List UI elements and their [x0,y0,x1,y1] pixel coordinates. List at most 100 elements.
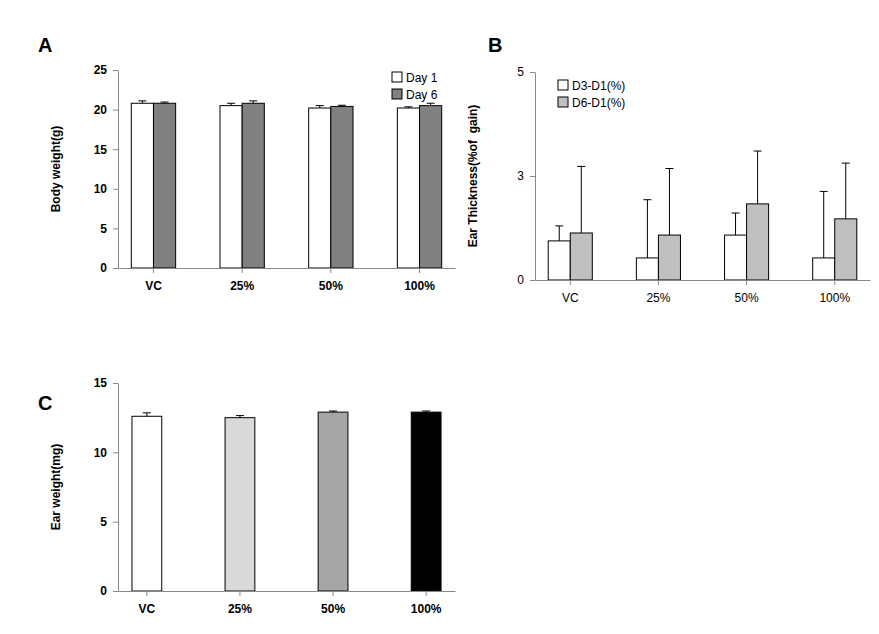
x-axis-line [536,280,871,281]
error-bar-cap [665,168,673,169]
error-bar [820,191,828,258]
y-axis: 0510152025 [94,63,119,275]
error-bar [665,169,673,236]
y-axis-title: Body weight(g) [49,126,63,213]
error-bar-stem [581,166,582,233]
bar [411,412,441,591]
x-tick-mark [658,280,659,285]
y-tick-mark [113,268,118,269]
error-bar-cap [143,412,151,413]
y-axis-title: Ear weight(mg) [49,444,63,531]
x-axis: VC 25% 50% 100% [119,591,456,616]
x-tick-label: 100% [404,279,435,293]
bar [225,418,255,591]
x-tick-label: 100% [411,602,442,616]
y-tick: 0 [517,273,535,287]
error-bar-cap [161,102,169,103]
error-bar [404,107,412,108]
error-bar-stem [823,191,824,258]
y-axis-line [118,71,119,269]
bar [132,416,162,591]
error-bar-stem [735,213,736,235]
x-tick-mark [153,268,154,273]
plot-area [548,151,857,280]
plot-area [131,101,441,268]
y-tick-label: 5 [100,515,107,529]
x-tick: VC [139,591,156,616]
y-tick: 20 [94,103,118,117]
error-bar [577,166,585,233]
y-tick-mark [113,591,118,592]
y-tick: 5 [100,515,118,529]
error-bar-cap [329,411,337,412]
legend: Day 1 Day 6 [392,71,438,102]
y-tick: 5 [100,222,118,236]
y-tick: 25 [94,63,118,77]
error-bar-cap [316,105,324,106]
error-bar-cap [732,213,740,214]
x-tick-label: 50% [321,602,345,616]
y-tick-label: 5 [517,65,524,79]
legend: D3-D1(%)D6-D1(%) [558,79,625,110]
legend-item: Day 6 [392,88,438,102]
bar [835,219,857,280]
x-tick-label: 25% [228,602,252,616]
error-bar [227,103,235,105]
legend-label: Day 6 [406,88,438,102]
error-bar-cap [227,103,235,104]
error-bar-stem [559,226,560,241]
legend-item: D3-D1(%) [558,79,625,93]
error-bar [422,411,430,412]
legend-item: Day 1 [392,71,438,85]
x-tick: 25% [230,268,254,293]
y-tick-label: 20 [94,103,108,117]
error-bar-cap [643,199,651,200]
y-tick-mark [113,149,118,150]
legend-swatch [392,72,402,82]
x-tick-label: 50% [735,291,759,305]
legend-swatch [392,89,402,99]
panel: B035VC25%50%100%Ear Thickness(%of gain)D… [466,34,871,305]
panel-label: B [488,34,502,56]
legend-swatch [558,80,568,90]
x-tick: 100% [411,591,442,616]
y-tick-label: 10 [94,446,108,460]
bar [131,103,153,268]
error-bar-stem [845,163,846,219]
y-tick-mark [113,189,118,190]
y-tick-mark [113,452,118,453]
bar [813,258,835,280]
error-bar-stem [647,200,648,258]
error-bar-cap [138,100,146,101]
y-tick: 5 [517,65,535,79]
bar [153,103,175,268]
x-tick-mark [746,280,747,285]
x-axis: VC25%50%100% [119,268,456,293]
error-bar [138,101,146,103]
x-tick-label: 25% [230,279,254,293]
panel: A0510152025VC25%50%100%Body weight(g)Day… [38,34,456,293]
plot-area [132,411,441,591]
y-tick: 10 [94,182,118,196]
error-bar-stem [146,413,147,416]
y-tick: 10 [94,446,118,460]
x-tick-label: 100% [819,291,850,305]
error-bar-cap [754,151,762,152]
y-tick: 15 [94,376,118,390]
y-axis-title: Ear Thickness(%of gain) [466,105,480,248]
bar [747,204,769,280]
figure: A 0 5 10 15 20 25 VC 25% 50% 100% Body weight(g) Day… [0,0,879,634]
panel-label: A [38,34,52,56]
x-tick-mark [330,268,331,273]
bar [220,106,242,268]
y-tick-label: 10 [94,182,108,196]
bar [420,106,442,268]
error-bar-cap [236,415,244,416]
error-bar [732,213,740,235]
error-bar [555,226,563,241]
error-bar [249,101,257,103]
error-bar-cap [422,411,430,412]
x-axis-line [119,591,456,592]
x-tick: 50% [735,280,759,305]
y-tick: 15 [94,143,118,157]
